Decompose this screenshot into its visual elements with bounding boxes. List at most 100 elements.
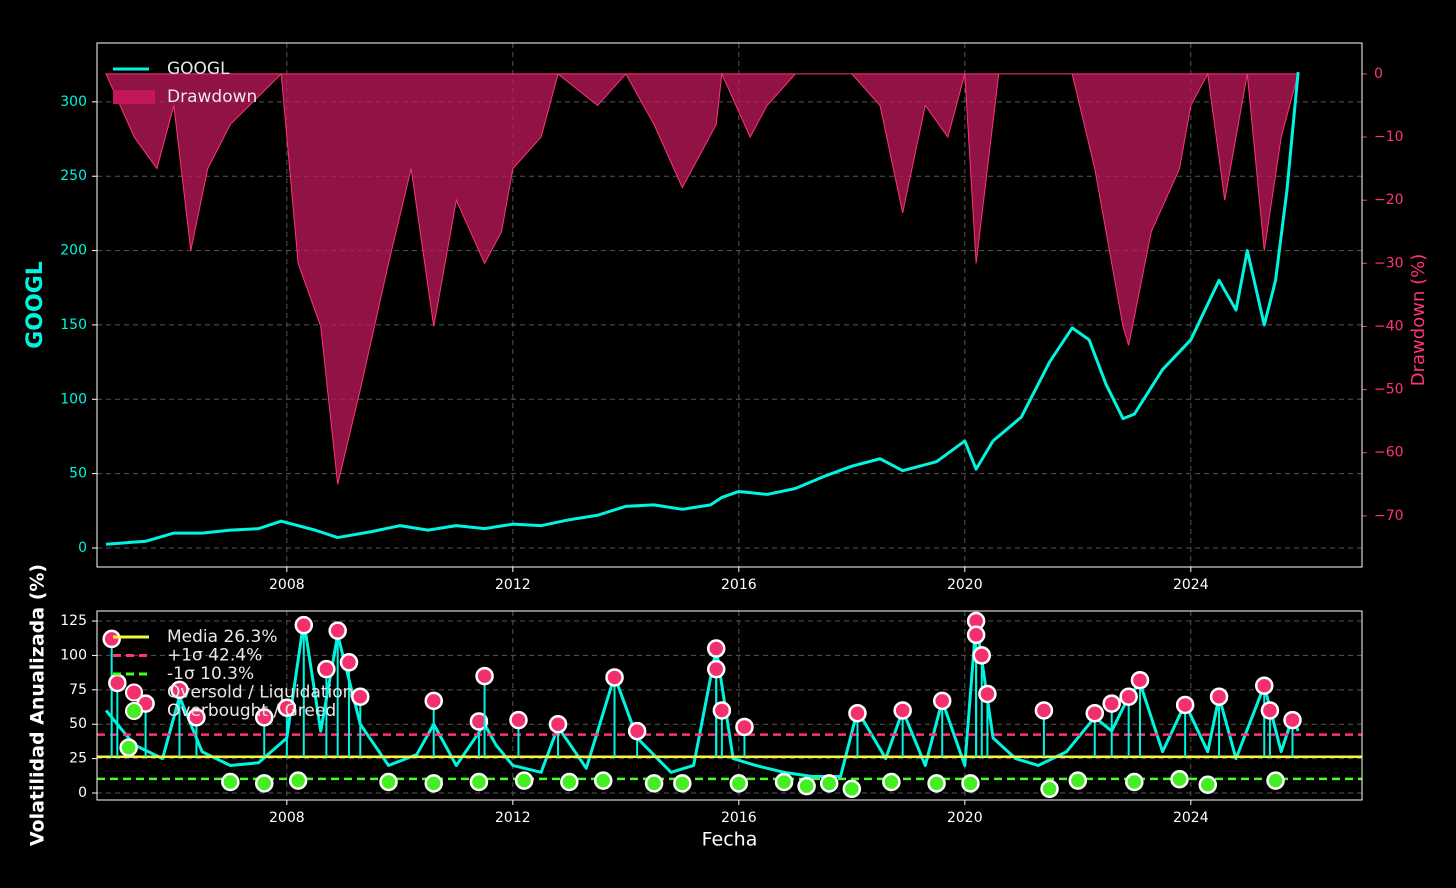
marker bbox=[927, 774, 946, 793]
x-axis-label: Fecha bbox=[702, 829, 758, 851]
marker bbox=[729, 774, 749, 793]
marker bbox=[1175, 695, 1195, 715]
legend-swatch bbox=[113, 90, 155, 104]
y-tick-label: 100 bbox=[60, 391, 87, 407]
y2-tick-label: 0 bbox=[1374, 66, 1383, 82]
marker bbox=[102, 629, 121, 649]
marker bbox=[469, 772, 489, 792]
marker bbox=[317, 659, 336, 679]
legend-swatch bbox=[125, 702, 143, 720]
y2-tick-label: −40 bbox=[1374, 318, 1404, 334]
y2-tick-label: −50 bbox=[1374, 382, 1404, 398]
marker bbox=[119, 738, 138, 757]
legend-swatch bbox=[125, 683, 143, 702]
marker bbox=[351, 687, 370, 706]
marker bbox=[848, 703, 867, 723]
marker bbox=[893, 701, 912, 720]
x-tick-label: 2012 bbox=[495, 577, 531, 593]
legend-label: Overbought / Greed bbox=[167, 701, 336, 721]
marker bbox=[882, 772, 901, 792]
y2-tick-label: −30 bbox=[1374, 255, 1404, 271]
marker bbox=[509, 710, 528, 730]
legend-label: +1σ 42.4% bbox=[167, 646, 262, 666]
marker bbox=[1283, 710, 1302, 730]
marker bbox=[108, 673, 127, 693]
marker bbox=[560, 772, 579, 792]
legend-label: Drawdown bbox=[167, 87, 257, 107]
y2-tick-label: −70 bbox=[1374, 508, 1404, 524]
y-tick-label: 0 bbox=[78, 540, 87, 556]
marker bbox=[1102, 694, 1121, 713]
marker bbox=[1255, 676, 1274, 695]
marker bbox=[170, 680, 189, 700]
y2-tick-label: −20 bbox=[1374, 192, 1404, 208]
marker bbox=[475, 666, 494, 686]
x-tick-label: 2016 bbox=[721, 810, 757, 826]
marker bbox=[277, 698, 297, 717]
marker bbox=[254, 708, 274, 727]
legend-label: -1σ 10.3% bbox=[167, 664, 254, 684]
marker bbox=[254, 774, 274, 793]
plot-frame bbox=[96, 42, 1363, 568]
legend: GOOGL Drawdown bbox=[113, 59, 257, 107]
marker bbox=[706, 659, 726, 679]
marker bbox=[548, 714, 568, 734]
marker bbox=[1198, 775, 1218, 794]
marker bbox=[1034, 701, 1054, 720]
marker bbox=[294, 615, 314, 635]
y-tick-label: 50 bbox=[69, 466, 87, 482]
marker bbox=[379, 772, 398, 792]
marker bbox=[1068, 771, 1088, 790]
marker bbox=[1260, 701, 1280, 720]
marker bbox=[469, 712, 489, 731]
y-tick-label: 150 bbox=[60, 317, 87, 333]
x-tick-label: 2012 bbox=[495, 810, 531, 826]
y-tick-label: 300 bbox=[60, 94, 87, 110]
x-tick-label: 2020 bbox=[947, 577, 983, 593]
legend-label: GOOGL bbox=[167, 59, 230, 79]
marker bbox=[932, 691, 952, 711]
marker bbox=[593, 771, 613, 790]
marker bbox=[1040, 779, 1059, 799]
legend-label: Oversold / Liquidation bbox=[167, 683, 353, 703]
marker bbox=[1130, 670, 1150, 690]
marker bbox=[339, 653, 359, 672]
marker bbox=[978, 684, 997, 704]
marker bbox=[1209, 687, 1229, 706]
marker bbox=[712, 701, 732, 720]
marker bbox=[735, 717, 754, 737]
marker bbox=[424, 691, 443, 711]
marker bbox=[819, 774, 839, 793]
y-tick-label: 0 bbox=[78, 785, 87, 801]
marker bbox=[1170, 769, 1189, 789]
legend: Media 26.3%+1σ 42.4%-1σ 10.3%Oversold / … bbox=[113, 627, 353, 721]
marker bbox=[627, 721, 647, 741]
marker bbox=[288, 771, 308, 790]
marker bbox=[1119, 687, 1138, 706]
marker bbox=[1125, 772, 1144, 792]
x-tick-label: 2024 bbox=[1173, 577, 1209, 593]
legend-label: Media 26.3% bbox=[167, 627, 277, 647]
x-tick-label: 2008 bbox=[269, 577, 305, 593]
marker bbox=[966, 625, 986, 645]
marker bbox=[673, 774, 692, 793]
y-axis-label: Volatilidad Anualizada (%) bbox=[27, 564, 49, 846]
marker bbox=[774, 772, 794, 792]
marker bbox=[1266, 771, 1285, 790]
marker bbox=[644, 774, 664, 793]
marker bbox=[328, 621, 347, 640]
plot-frame bbox=[96, 610, 1363, 801]
x-tick-label: 2024 bbox=[1173, 810, 1209, 826]
x-tick-label: 2020 bbox=[947, 810, 983, 826]
marker bbox=[706, 639, 726, 658]
y-axis-label: GOOGL bbox=[23, 261, 48, 349]
marker bbox=[842, 779, 862, 799]
marker bbox=[605, 668, 624, 687]
y-tick-label: 50 bbox=[69, 716, 87, 732]
y-tick-label: 200 bbox=[60, 243, 87, 259]
marker bbox=[424, 774, 443, 793]
drawdown-area bbox=[105, 72, 1299, 485]
y-tick-label: 75 bbox=[69, 682, 87, 698]
x-tick-label: 2008 bbox=[269, 810, 305, 826]
